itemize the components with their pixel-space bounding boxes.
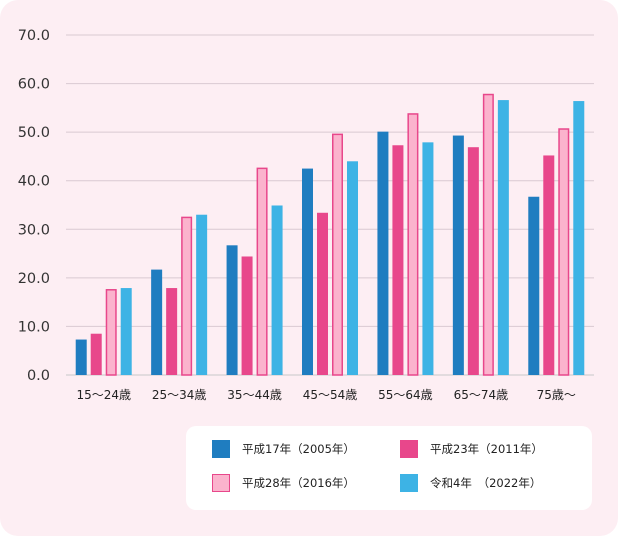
bar (452, 135, 464, 375)
y-tick-label: 30.0 (18, 222, 50, 238)
legend-item-2022: 令和4年 （2022年） (400, 474, 541, 492)
y-tick-label: 20.0 (18, 271, 50, 287)
bar (226, 245, 238, 375)
legend-item-2005: 平成17年（2005年） (212, 440, 355, 458)
x-tick-label: 15〜24歳 (76, 388, 131, 402)
bar (573, 101, 585, 376)
legend-label-2005: 平成17年（2005年） (242, 442, 355, 456)
bar (302, 168, 313, 375)
bar (467, 147, 479, 375)
x-axis-ticks: 15〜24歳 25〜34歳 35〜44歳 45〜54歳 55〜64歳 65〜74歳 75歳〜 (76, 388, 575, 402)
bar (392, 145, 404, 375)
bar (105, 289, 117, 376)
bar (317, 212, 328, 375)
bar (422, 142, 434, 375)
bar (407, 113, 419, 376)
y-tick-label: 60.0 (18, 77, 50, 93)
y-tick-label: 70.0 (18, 28, 50, 44)
legend-item-2016: 平成28年（2016年） (212, 474, 355, 492)
bar (75, 339, 87, 375)
legend-swatch-2022 (400, 474, 418, 492)
legend-swatch-2005 (212, 440, 230, 458)
x-tick-label: 45〜54歳 (303, 388, 358, 402)
y-tick-label: 0.0 (27, 368, 50, 384)
bar (271, 205, 283, 375)
y-tick-label: 40.0 (18, 174, 50, 190)
legend-swatch-2016 (212, 474, 230, 492)
x-tick-label: 55〜64歳 (378, 388, 433, 402)
x-tick-label: 75歳〜 (537, 388, 576, 402)
bar (120, 288, 132, 375)
bar (482, 93, 494, 376)
bars (75, 93, 585, 376)
bar (377, 131, 389, 375)
bar (332, 133, 343, 376)
y-tick-label: 10.0 (18, 319, 50, 335)
bar (558, 128, 570, 376)
bar (151, 269, 163, 375)
gridlines (66, 34, 594, 376)
y-tick-label: 50.0 (18, 125, 50, 141)
bar (497, 100, 509, 375)
legend-swatch-2011 (400, 440, 418, 458)
bar (543, 155, 555, 375)
bar (347, 161, 358, 375)
x-tick-label: 65〜74歳 (454, 388, 509, 402)
bar (528, 196, 540, 375)
bar (256, 167, 268, 376)
legend-item-2011: 平成23年（2011年） (400, 440, 543, 458)
bar (181, 216, 193, 376)
legend-label-2016: 平成28年（2016年） (242, 476, 355, 490)
bar (196, 214, 208, 375)
y-axis-ticks: 0.0 10.0 20.0 30.0 40.0 50.0 60.0 70.0 (18, 28, 50, 384)
bar (241, 256, 253, 375)
legend-label-2022: 令和4年 （2022年） (430, 476, 542, 490)
x-tick-label: 25〜34歳 (152, 388, 207, 402)
bar (166, 288, 178, 375)
x-tick-label: 35〜44歳 (227, 388, 282, 402)
legend-label-2011: 平成23年（2011年） (430, 442, 543, 456)
legend: 平成17年（2005年） 平成23年（2011年） 平成28年（2016年） 令… (186, 426, 592, 510)
bar (90, 333, 102, 375)
